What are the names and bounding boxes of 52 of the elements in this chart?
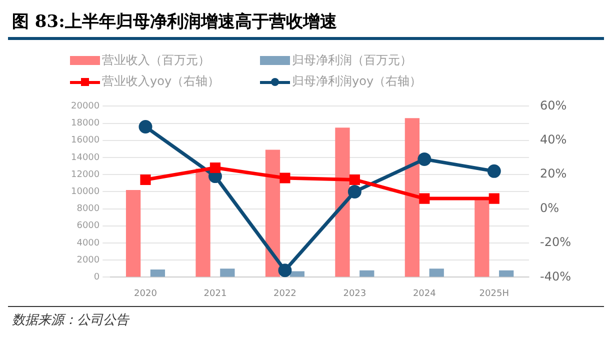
y-tick-label: 2000 bbox=[76, 255, 100, 266]
x-tick-label: 2021 bbox=[204, 288, 227, 299]
y-tick-label: 14000 bbox=[70, 152, 100, 163]
x-tick-label: 2022 bbox=[273, 288, 296, 299]
bar bbox=[150, 270, 166, 277]
y2-tick-label: 0% bbox=[540, 200, 560, 215]
y2-tick-label: 60% bbox=[540, 98, 567, 112]
point bbox=[278, 264, 292, 278]
legend-label: 营业收入yoy（右轴） bbox=[102, 73, 220, 90]
point bbox=[419, 193, 430, 204]
y2-tick-label: -20% bbox=[540, 235, 572, 250]
point bbox=[487, 164, 501, 178]
bar bbox=[429, 268, 444, 277]
point bbox=[210, 162, 221, 174]
point bbox=[140, 174, 151, 186]
chart-title: 图 83:上半年归母净利润增速高于营收增速 bbox=[8, 8, 604, 40]
legend-label: 营业收入（百万元） bbox=[102, 52, 210, 69]
y2-tick-label: -40% bbox=[540, 269, 572, 284]
bar bbox=[196, 168, 210, 277]
point bbox=[348, 184, 362, 198]
source-note: 数据来源：公司公告 bbox=[12, 313, 129, 328]
y-tick-label: 20000 bbox=[70, 102, 100, 112]
x-tick-label: 2023 bbox=[343, 288, 366, 299]
y-tick-label: 6000 bbox=[76, 221, 100, 232]
y-tick-label: 4000 bbox=[76, 238, 100, 248]
y-tick-label: 0 bbox=[94, 272, 100, 283]
legend-label: 归母净利润（百万元） bbox=[292, 52, 412, 69]
bar bbox=[265, 150, 280, 277]
bar bbox=[335, 128, 350, 277]
y-tick-label: 8000 bbox=[76, 204, 100, 214]
bar bbox=[290, 271, 304, 277]
y-tick-label: 12000 bbox=[70, 170, 100, 180]
point bbox=[138, 120, 152, 134]
y-tick-label: 16000 bbox=[70, 136, 100, 146]
bar bbox=[126, 190, 141, 277]
point bbox=[349, 174, 360, 186]
x-tick-label: 2024 bbox=[412, 288, 436, 299]
y2-tick-label: 20% bbox=[540, 166, 567, 181]
bar bbox=[404, 118, 420, 277]
y2-tick-label: 40% bbox=[540, 132, 567, 147]
x-tick-label: 2020 bbox=[134, 288, 158, 299]
point bbox=[280, 172, 290, 184]
y-tick-label: 18000 bbox=[70, 118, 100, 129]
legend-label: 归母净利润yoy（右轴） bbox=[292, 73, 422, 90]
bar bbox=[220, 268, 235, 277]
point bbox=[418, 152, 432, 166]
x-tick-label: 2025H bbox=[479, 288, 509, 299]
bar bbox=[360, 270, 374, 277]
point bbox=[488, 193, 500, 204]
bar bbox=[499, 270, 514, 277]
y-tick-label: 10000 bbox=[70, 187, 100, 198]
bar bbox=[474, 199, 490, 277]
